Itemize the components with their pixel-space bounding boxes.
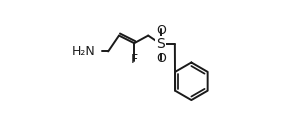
Text: H₂N: H₂N xyxy=(72,45,95,58)
Text: S: S xyxy=(157,37,165,51)
Text: O: O xyxy=(156,24,166,37)
Text: O: O xyxy=(156,52,166,65)
Text: F: F xyxy=(131,53,138,66)
